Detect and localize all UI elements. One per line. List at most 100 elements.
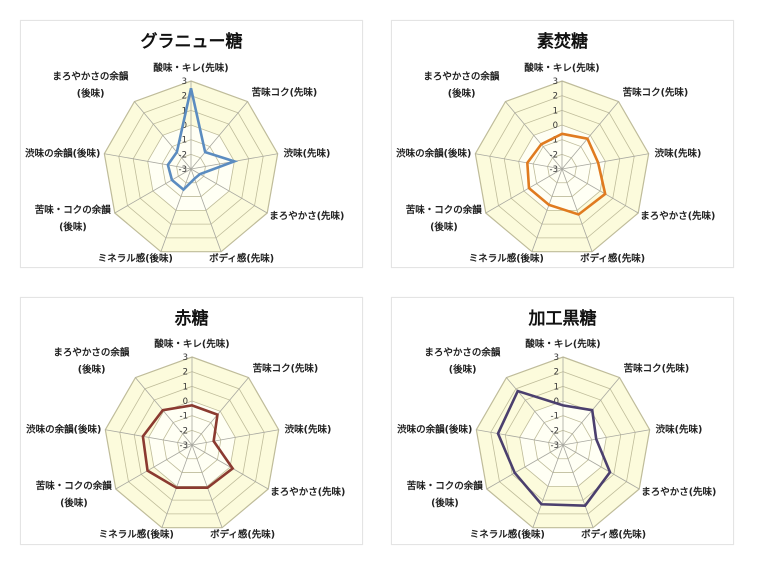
axis-label: まろやかさの余韻(後味) (52, 71, 129, 100)
axis-label: ミネラル感(後味) (469, 253, 544, 265)
axis-spoke (562, 429, 650, 446)
radar-chart: 3210-1-2-3酸味・キレ(先味)苦味コク(先味)渋味(先味)まろやかさ(先… (397, 338, 716, 541)
axis-spoke (561, 101, 619, 170)
tick-label: 3 (554, 353, 559, 363)
chart-panel-granulated-sugar: グラニュー糖 3 2 1 0 -1 -2 -3 酸味・キレ(先味) 苦味コク(先味) 渋味(先味)… (20, 20, 363, 268)
axis-label: 渋味(先味) (284, 148, 331, 160)
chart-panel-processed-brown-sugar: 加工黒糖 3 2 1 0 -1 -2 -3 酸味・キレ(先味) 苦味コク(先味) 渋味(先味) まろ… (391, 297, 734, 545)
axis-label: ボディ感(先味) (210, 529, 275, 541)
axis-spoke (561, 168, 639, 214)
axis-label: まろやかさ(先味) (641, 486, 716, 498)
tick-label: -3 (179, 165, 187, 175)
axis-spoke (486, 444, 564, 490)
axis-spoke (190, 168, 268, 214)
axis-spoke (562, 444, 594, 528)
axis-label: ミネラル感(後味) (98, 253, 173, 265)
tick-label: 1 (553, 106, 558, 116)
axis-label: 酸味・キレ(先味) (154, 338, 229, 350)
axis-label: 酸味・キレ(先味) (525, 338, 600, 350)
radar-chart: 3210-1-2-3酸味・キレ(先味)苦味コク(先味)渋味(先味)まろやかさ(先… (26, 338, 345, 541)
axis-label: ボディ感(先味) (581, 529, 646, 541)
axis-spoke (105, 429, 193, 446)
chart-panel-sotaki-sugar: 素焚糖 3 2 1 0 -1 -2 -3 酸味・キレ(先味) 苦味コク(先味) 渋味(先味) まろや… (391, 20, 734, 268)
tick-label: 2 (554, 368, 559, 378)
tick-label: 0 (553, 121, 558, 131)
axis-label: まろやかさ(先味) (269, 210, 344, 222)
tick-label: 0 (182, 121, 187, 131)
axis-label: 苦味・コクの余韻(後味) (35, 204, 112, 233)
tick-label: 1 (554, 382, 559, 392)
chart-panel-red-sugar: 赤糖 3 2 1 0 -1 -2 -3 酸味・キレ(先味) 苦味コク(先味) 渋味(先味) まろやか… (20, 297, 363, 545)
axis-spoke (561, 168, 593, 252)
axis-spoke (485, 168, 563, 214)
axis-label: ミネラル感(後味) (470, 529, 545, 541)
axis-spoke (115, 444, 193, 490)
axis-spoke (476, 429, 564, 446)
tick-label: -2 (550, 150, 558, 160)
tick-label: -3 (180, 441, 188, 451)
axis-spoke (104, 153, 192, 170)
tick-label: 2 (553, 92, 558, 102)
axis-label: 渋味の余韻(後味) (397, 424, 472, 436)
data-series-line (166, 88, 239, 192)
axis-label: まろやかさの余韻(後味) (53, 347, 130, 376)
tick-label: 1 (183, 382, 188, 392)
tick-label: 3 (182, 77, 187, 87)
axis-label: 渋味(先味) (655, 148, 702, 160)
data-series-line (526, 132, 607, 216)
radar-chart: 3210-1-2-3酸味・キレ(先味)苦味コク(先味)渋味(先味)まろやかさ(先… (396, 62, 715, 265)
tick-label: -2 (180, 426, 188, 436)
axis-label: 苦味コク(先味) (624, 363, 690, 375)
axis-spoke (114, 168, 192, 214)
tick-label: -1 (550, 136, 558, 146)
tick-label: 2 (182, 92, 187, 102)
axis-label: まろやかさの余韻(後味) (423, 71, 500, 100)
axis-spoke (191, 444, 223, 528)
axis-spoke (505, 101, 563, 170)
tick-label: 3 (183, 353, 188, 363)
axis-label: 苦味・コクの余韻(後味) (406, 204, 483, 233)
tick-label: 0 (183, 397, 188, 407)
chart-title: グラニュー糖 (140, 32, 243, 52)
axis-label: 苦味コク(先味) (252, 87, 318, 99)
tick-label: 1 (182, 106, 187, 116)
axis-spoke (191, 429, 279, 446)
axis-label: 渋味の余韻(後味) (25, 148, 100, 160)
axis-label: ボディ感(先味) (580, 253, 645, 265)
axis-spoke (190, 168, 222, 252)
axis-spoke (161, 444, 193, 528)
axis-spoke (190, 101, 248, 170)
axis-spoke (531, 168, 563, 252)
data-series-line (141, 404, 235, 490)
tick-label: -3 (550, 165, 558, 175)
tick-label: -1 (179, 136, 187, 146)
data-series-line (496, 389, 612, 507)
axis-label: ボディ感(先味) (209, 253, 274, 265)
axis-label: 渋味の余韻(後味) (26, 424, 101, 436)
axis-label: 苦味コク(先味) (623, 87, 689, 99)
tick-label: -1 (180, 412, 188, 422)
axis-label: 苦味・コクの余韻(後味) (407, 480, 484, 509)
axis-spoke (475, 153, 563, 170)
axis-spoke (506, 377, 564, 446)
chart-title: 素焚糖 (537, 32, 588, 52)
axis-label: まろやかさ(先味) (270, 486, 345, 498)
radar-chart: 3 2 1 0 -1 -2 -3 酸味・キレ(先味) 苦味コク(先味) 渋味(先味) まろやかさ(先… (25, 62, 344, 265)
tick-label: -2 (179, 150, 187, 160)
axis-spoke (561, 153, 649, 170)
axis-spoke (562, 444, 640, 490)
tick-label: 2 (183, 368, 188, 378)
axis-label: まろやかさ(先味) (640, 210, 715, 222)
axis-label: 酸味・キレ(先味) (153, 62, 228, 74)
axis-label: 渋味の余韻(後味) (396, 148, 471, 160)
chart-title: 加工黒糖 (528, 309, 597, 329)
axis-label: 苦味・コクの余韻(後味) (36, 480, 113, 509)
chart-title: 赤糖 (174, 309, 209, 329)
axis-spoke (191, 377, 249, 446)
tick-label: -3 (551, 441, 559, 451)
axis-label: 渋味(先味) (285, 424, 332, 436)
axis-label: まろやかさの余韻(後味) (424, 347, 501, 376)
axis-label: 酸味・キレ(先味) (524, 62, 599, 74)
axis-spoke (134, 101, 192, 170)
tick-label: -1 (551, 412, 559, 422)
